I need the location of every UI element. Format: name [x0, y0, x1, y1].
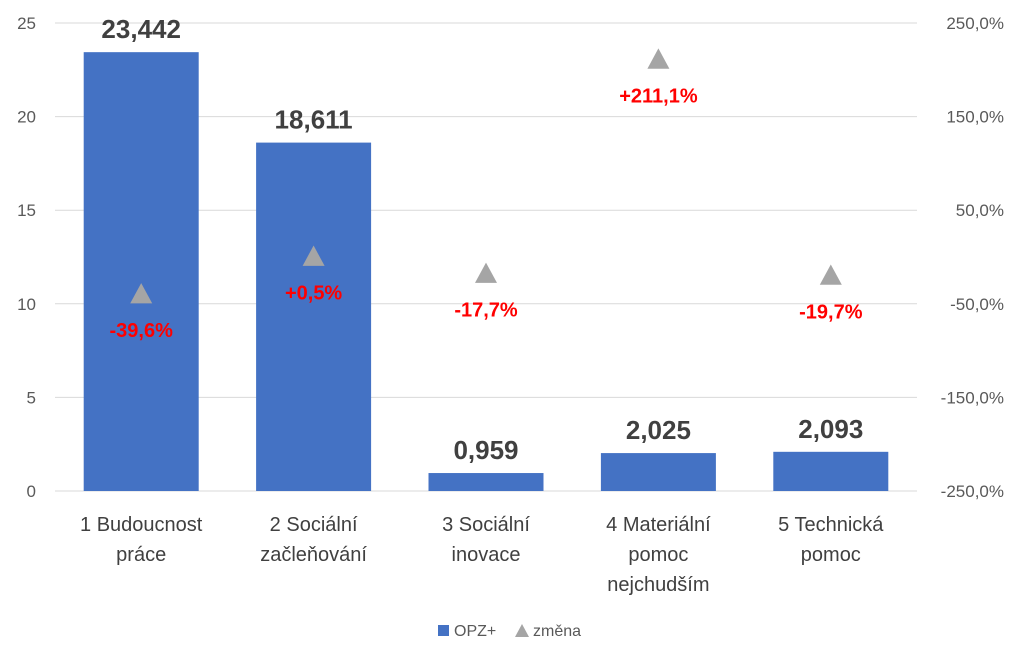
legend-label-opz: OPZ+ — [454, 623, 496, 640]
bar-2 — [256, 142, 372, 491]
category-label-2: 2 Sociální — [270, 514, 358, 536]
change-label-3: -17,7% — [454, 300, 518, 322]
y-right-tick-label: 250,0% — [946, 14, 1004, 33]
category-label-4: nejchudším — [607, 574, 709, 596]
bar-value-label-1: 23,442 — [101, 14, 181, 44]
category-label-1: práce — [116, 544, 166, 566]
legend-swatch-opz — [438, 625, 449, 636]
category-label-5: 5 Technická — [778, 514, 884, 536]
y-right-tick-label: 50,0% — [956, 201, 1004, 220]
change-marker-1 — [130, 283, 153, 304]
y-right-tick-label: -250,0% — [941, 482, 1004, 501]
category-label-5: pomoc — [801, 544, 861, 566]
change-marker-3 — [475, 262, 497, 283]
y-left-tick-label: 10 — [17, 295, 36, 314]
bar-value-label-2: 18,611 — [275, 105, 353, 135]
bar-4 — [600, 453, 716, 491]
category-label-1: 1 Budoucnost — [80, 514, 203, 536]
bar-5 — [773, 451, 889, 491]
y-left-tick-label: 5 — [27, 388, 36, 407]
category-label-4: pomoc — [628, 544, 688, 566]
y-left-tick-label: 20 — [17, 108, 36, 127]
y-right-tick-label: -150,0% — [941, 388, 1004, 407]
bar-value-label-4: 2,025 — [626, 415, 691, 445]
category-label-3: inovace — [452, 544, 521, 566]
change-marker-5 — [819, 264, 842, 285]
change-marker-2 — [302, 245, 325, 266]
bar-3 — [428, 473, 544, 491]
bar-1 — [83, 52, 199, 491]
y-right-tick-label: -50,0% — [950, 295, 1004, 314]
bar-value-label-5: 2,093 — [798, 414, 863, 444]
legend-marker-zmena — [515, 624, 529, 637]
y-left-tick-label: 15 — [17, 201, 36, 220]
bar-value-label-3: 0,959 — [453, 435, 518, 465]
category-label-3: 3 Sociální — [442, 514, 530, 536]
change-label-4: +211,1% — [619, 85, 698, 107]
y-left-tick-label: 0 — [27, 482, 36, 501]
y-left-tick-label: 25 — [17, 14, 36, 33]
category-label-4: 4 Materiální — [606, 514, 711, 536]
change-label-1: -39,6% — [110, 320, 174, 342]
change-label-5: -19,7% — [799, 301, 863, 323]
y-right-tick-label: 150,0% — [946, 108, 1004, 127]
legend-label-zmena: změna — [533, 623, 581, 640]
change-label-2: +0,5% — [285, 283, 342, 305]
change-marker-4 — [647, 48, 670, 69]
category-label-2: začleňování — [260, 544, 367, 566]
